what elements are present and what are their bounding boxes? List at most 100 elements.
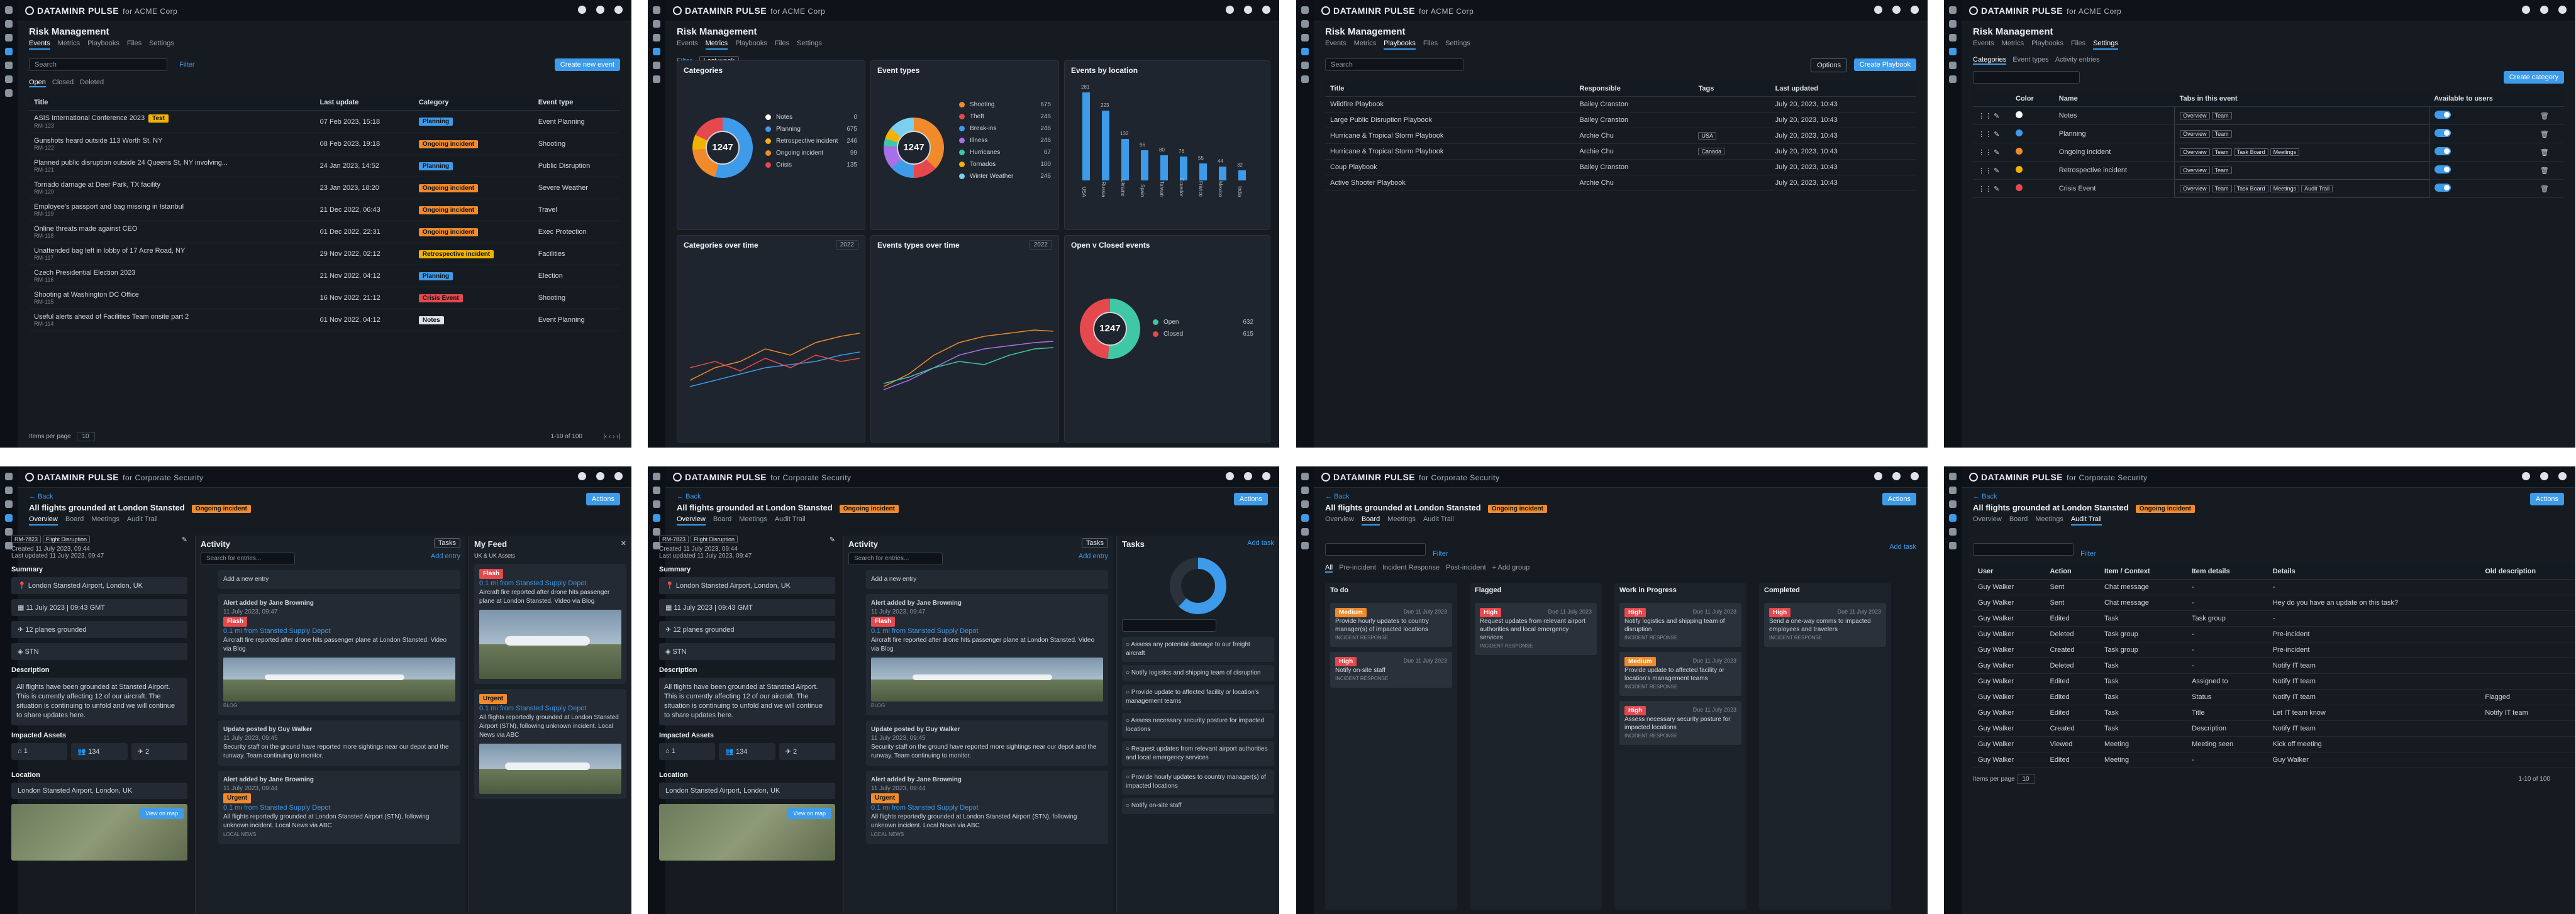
asset-building[interactable]: ⌂ 1 [659,743,716,760]
options-button[interactable]: Options [1811,58,1847,72]
activity-entry[interactable]: Alert added by Jane Browning 11 July 2023… [866,594,1108,715]
tab-chip[interactable]: Audit Trail [2301,185,2333,192]
table-row[interactable]: Unattended bag left in lobby of 17 Acre … [29,243,620,265]
table-row[interactable]: Employee's passport and bag missing in I… [29,199,620,221]
tabs-cell[interactable]: Overview Team Task Board Meetings [2174,143,2429,162]
audit-col-header[interactable]: Old description [2480,564,2575,580]
tab-audit-trail[interactable]: Audit Trail [774,515,806,523]
color-swatch[interactable] [2016,184,2023,191]
table-row[interactable]: Wildfire Playbook Bailey Cranston July 20,… [1325,96,1916,113]
color-swatch[interactable] [2016,111,2023,118]
tab-meetings[interactable]: Meetings [739,515,767,523]
entry-link[interactable]: 0.1 mi from Stansted Supply Depot [479,580,587,587]
board-group-tab[interactable]: + Add group [1492,564,1530,571]
pager-arrows-icon[interactable]: |‹ ‹ › ›| [603,433,620,440]
available-toggle[interactable] [2434,129,2451,137]
shield-icon[interactable] [1301,34,1309,41]
event-title[interactable]: Planned public disruption outside 24 Que… [34,159,228,167]
tab-events[interactable]: Events [1973,40,1994,47]
table-row[interactable]: Online threats made against CEO RM-118 01 … [29,221,620,243]
tab-deleted[interactable]: Deleted [80,79,104,86]
entry-link[interactable]: 0.1 mi from Stansted Supply Depot [223,804,331,812]
col-event-type[interactable]: Event type [533,95,620,111]
tab-playbooks[interactable]: Playbooks [1384,40,1416,50]
bell-icon[interactable] [1301,6,1309,14]
settings-icon[interactable] [2540,6,2548,14]
shield-icon[interactable] [5,500,13,508]
chart-icon[interactable] [1949,528,1957,536]
activity-entry[interactable]: Alert added by Jane Browning 11 July 2023… [218,594,460,715]
user-icon[interactable] [1262,472,1270,480]
col-last-updated[interactable]: Last updated [1770,81,1916,97]
add-task-link[interactable]: Add task [1247,539,1274,547]
table-row[interactable]: Gunshots heard outside 113 Worth St, NY R… [29,133,620,155]
edit-icon[interactable]: ✎ [1994,185,2000,193]
actions-button[interactable]: Actions [1882,493,1916,505]
tab-chip[interactable]: Team [2211,167,2232,174]
bell-icon[interactable] [1301,473,1309,480]
tab-metrics[interactable]: Metrics [57,40,80,47]
tab-events[interactable]: Events [29,40,50,50]
checkbox-icon[interactable]: ○ [1126,717,1131,724]
task-card[interactable]: High Due 11 July 2023 Notify on-site staf… [1330,652,1452,688]
create-playbook-button[interactable]: Create Playbook [1853,58,1916,71]
help-icon[interactable] [1226,472,1234,480]
tab-activity-entries[interactable]: Activity entries [2055,56,2100,63]
tab-audit-trail[interactable]: Audit Trail [126,515,158,523]
year-select[interactable]: 2022 [1029,240,1052,250]
edit-icon[interactable]: ✎ [1994,130,2000,138]
checkbox-icon[interactable]: ○ [1126,774,1131,781]
entry-link[interactable]: 0.1 mi from Stansted Supply Depot [479,705,587,712]
asset-plane[interactable]: ✈ 2 [779,743,835,760]
task-card[interactable]: High Due 11 July 2023 Send a one-way comm… [1764,603,1886,647]
help-icon[interactable] [2522,6,2530,14]
tab-settings[interactable]: Settings [797,40,822,47]
search-input[interactable] [1973,71,2080,84]
tab-board[interactable]: Board [2009,515,2028,523]
checkbox-icon[interactable]: ○ [1126,746,1131,752]
table-row[interactable]: Hurricane & Tropical Storm Playbook Archi… [1325,128,1916,144]
trash-icon[interactable]: 🗑 [2540,185,2549,193]
tasks-toggle-button[interactable]: Tasks [433,538,460,548]
col-tags[interactable]: Tags [1693,81,1770,97]
settings-icon[interactable] [1892,6,1901,14]
add-task-link[interactable]: Add task [1889,543,1916,551]
chart-icon[interactable] [1949,62,1957,69]
globe-icon[interactable] [5,20,13,28]
chart-icon[interactable] [5,62,13,69]
activity-entry[interactable]: Alert added by Jane Browning 11 July 2023… [866,771,1108,844]
activity-entry[interactable]: Update posted by Guy Walker 11 July 2023,… [218,720,460,766]
task-item[interactable]: ○ Notify logistics and shipping team of … [1122,665,1274,681]
task-search-input[interactable] [1122,619,1216,632]
add-entry-link[interactable]: Add entry [430,553,460,560]
bell-icon[interactable] [653,473,660,480]
folder-icon[interactable] [5,514,13,522]
tab-settings[interactable]: Settings [149,40,174,47]
tab-overview[interactable]: Overview [1973,515,2002,523]
feed-alert[interactable]: Flash 0.1 mi from Stansted Supply Depot Ai… [474,564,626,684]
tab-chip[interactable]: Overview [2180,185,2210,192]
settings-icon[interactable] [2540,472,2548,480]
available-toggle[interactable] [2434,165,2451,173]
year-select[interactable]: 2022 [835,240,858,250]
audit-search-input[interactable] [1973,543,2074,556]
table-row[interactable]: Hurricane & Tropical Storm Playbook Archi… [1325,143,1916,160]
map-icon[interactable] [5,75,13,83]
task-item[interactable]: ○ Assess necessary security posture for … [1122,713,1274,738]
chart-icon[interactable] [653,528,660,536]
entry-link[interactable]: 0.1 mi from Stansted Supply Depot [871,804,979,812]
globe-icon[interactable] [5,487,13,494]
event-title[interactable]: Unattended bag left in lobby of 17 Acre … [34,247,186,255]
available-toggle[interactable] [2434,184,2451,192]
globe-icon[interactable] [1301,487,1309,494]
chart-icon[interactable] [5,528,13,536]
tab-audit-trail[interactable]: Audit Trail [1423,515,1454,523]
back-link[interactable]: ← Back [1325,493,1350,500]
audit-col-header[interactable]: User [1973,564,2045,580]
settings-icon[interactable] [1244,6,1252,14]
folder-icon[interactable] [1949,514,1957,522]
board-group-tab[interactable]: Pre-incident [1339,564,1376,571]
drag-handle-icon[interactable]: ⋮⋮ [1978,130,1992,138]
map-icon[interactable] [5,542,13,549]
user-icon[interactable] [614,6,623,14]
